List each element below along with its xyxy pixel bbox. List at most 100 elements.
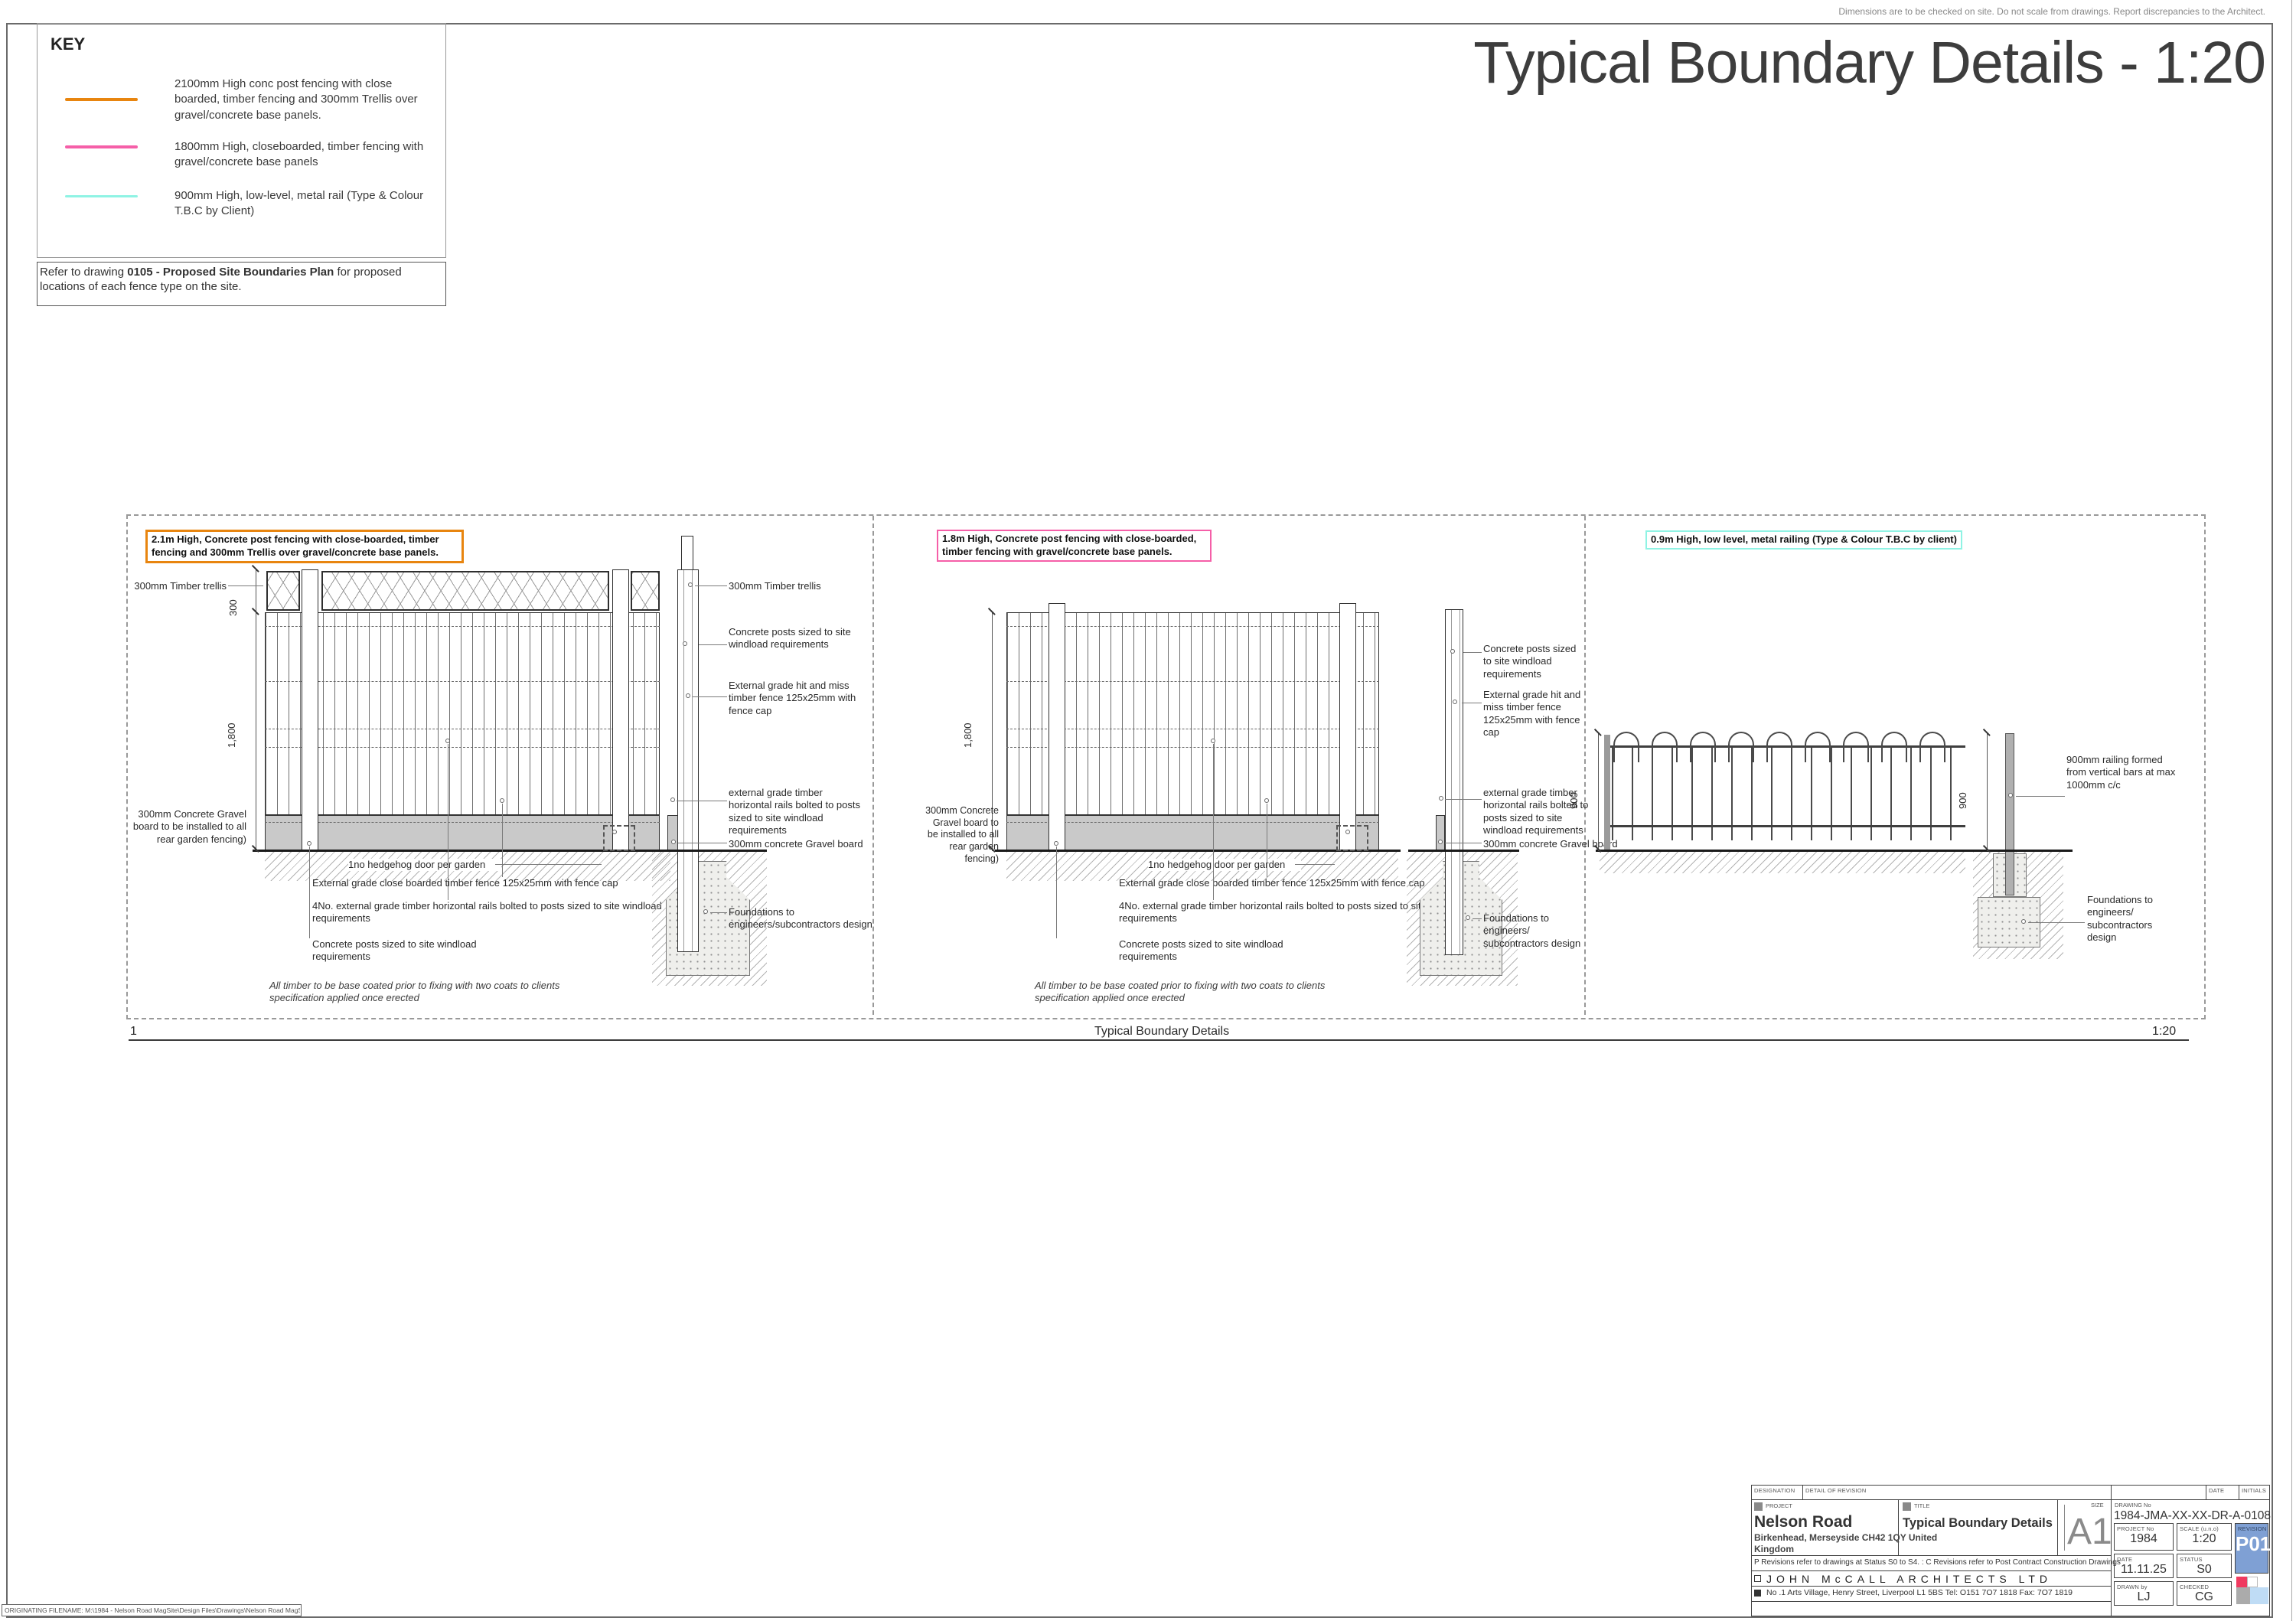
- jma-logo-gray-square: [2236, 1587, 2250, 1604]
- detail3-label-foundations: Foundations to engineers/ subcontractors…: [2087, 894, 2154, 943]
- leader-marker: [686, 693, 690, 698]
- detail2-label-hedgehog: 1no hedgehog door per garden: [1148, 859, 1301, 872]
- detail1-label-posts-right: Concrete posts sized to site windload re…: [729, 626, 851, 651]
- drawn-value: LJ: [2137, 1590, 2151, 1603]
- detail3-bottom-rail: [1607, 825, 1965, 827]
- detail1-label-trellis-right: 300mm Timber trellis: [729, 580, 821, 592]
- titleblock-initials-cell: INITIALS: [2239, 1485, 2270, 1500]
- size-label: SIZE: [2091, 1502, 2104, 1508]
- leader-line: [309, 846, 310, 938]
- leader-marker: [1439, 796, 1443, 801]
- title-label: TITLE: [1914, 1502, 1930, 1509]
- drawing-area-frame: [126, 514, 2206, 1019]
- titleblock-divider: [1898, 1500, 1899, 1555]
- detail3-dim-right: 900: [1957, 792, 1968, 809]
- detail2-concrete-post: [1339, 603, 1356, 851]
- leader-line: [502, 804, 503, 877]
- date-col-label: DATE: [2209, 1487, 2225, 1494]
- jma-logo: [2235, 1577, 2268, 1606]
- leader-marker: [445, 739, 450, 743]
- refer-note-drawing: 0105 - Proposed Site Boundaries Plan: [127, 266, 334, 279]
- date-box: DATE 11.11.25: [2114, 1554, 2174, 1578]
- detail1-section-ground: [652, 850, 767, 852]
- leader-marker: [1450, 649, 1455, 654]
- leader-marker: [2021, 919, 2026, 924]
- detail3-end-post: [1604, 735, 1610, 851]
- leader-marker: [1211, 739, 1215, 743]
- key-swatch-1800: [65, 145, 138, 148]
- railing-hoop: [1919, 732, 1945, 762]
- railing-hoop: [1843, 732, 1869, 762]
- refer-note-prefix: Refer to drawing: [40, 266, 128, 279]
- detail2-ground-line: [995, 850, 1401, 852]
- titleblock-date-cell: DATE: [2206, 1485, 2239, 1500]
- drawn-label: DRAWN by: [2117, 1583, 2148, 1590]
- firm-address: No .1 Arts Village, Henry Street, Liverp…: [1766, 1588, 2073, 1597]
- detail3-dim-left: 900: [1568, 792, 1580, 809]
- railing-hoop: [1766, 732, 1792, 762]
- detail1-section-gravel: [667, 815, 678, 850]
- disclaimer: Dimensions are to be checked on site. Do…: [1838, 6, 2265, 17]
- detail1-label-closeboard: External grade close boarded timber fenc…: [312, 877, 618, 889]
- railing-hoop: [1613, 732, 1639, 762]
- detail2-hedgehog-door: [1336, 825, 1368, 851]
- jma-logo-white-square: [2247, 1577, 2258, 1587]
- detail-of-revision-label: DETAIL OF REVISION: [1805, 1487, 1867, 1494]
- titleblock-rule: [1751, 1586, 2111, 1587]
- revision-box: REVISION P01: [2235, 1523, 2271, 1574]
- leader-marker: [703, 909, 708, 914]
- status-value: S0: [2197, 1563, 2212, 1576]
- scale-label: SCALE (u.n.o): [2180, 1525, 2219, 1532]
- project-no-label: PROJECT No: [2117, 1525, 2154, 1532]
- detail1-trellis-panel-main: [321, 571, 609, 611]
- scale-box: SCALE (u.n.o) 1:20: [2177, 1523, 2232, 1551]
- detail2-dim-line: [992, 612, 993, 851]
- detail3-railing-bars: [1612, 747, 1964, 840]
- detail3-dim-line-left: [1598, 733, 1599, 851]
- detail1-concrete-post: [302, 569, 318, 851]
- detail3-ground-hatch: [1600, 852, 1965, 873]
- initials-col-label: INITIALS: [2242, 1487, 2267, 1494]
- detail1-section-post: [677, 569, 699, 952]
- revision-label: REVISION: [2238, 1525, 2267, 1532]
- leader-line: [1473, 918, 1482, 919]
- project-no: 1984: [2130, 1532, 2157, 1545]
- detail3-header: 0.9m High, low level, metal railing (Typ…: [1645, 530, 1962, 550]
- title-icon: [1903, 1502, 1911, 1511]
- detail1-label-hedgehog: 1no hedgehog door per garden: [348, 859, 501, 872]
- refer-note-suffix: for proposed locations of each fence typ…: [40, 266, 402, 293]
- checked-box: CHECKED CG: [2177, 1581, 2232, 1606]
- refer-note-box: [37, 262, 446, 306]
- railing-hoop: [1881, 732, 1907, 762]
- titleblock-rule: [1751, 1601, 2111, 1602]
- leader-line: [695, 585, 727, 586]
- detail2-dim-fence: 1,800: [962, 722, 974, 748]
- drawing-no: 1984-JMA-XX-XX-DR-A-0108: [2114, 1509, 2272, 1522]
- view-number: 1: [130, 1025, 137, 1038]
- firm-name: JOHN McCALL ARCHITECTS LTD: [1766, 1573, 2053, 1585]
- detail1-trellis-panel-left: [266, 571, 300, 611]
- detail-separator-2: [1584, 516, 1586, 1015]
- project-no-box: PROJECT No 1984: [2114, 1523, 2174, 1551]
- detail1-section-trellis-stub: [681, 536, 693, 571]
- status-label: STATUS: [2180, 1556, 2203, 1563]
- detail2-section-ground: [1408, 850, 1519, 852]
- detail2-label-gravel-right: 300mm concrete Gravel board: [1483, 838, 1618, 850]
- designation-label: DESIGNATION: [1754, 1487, 1795, 1494]
- detail1-ground-line: [253, 850, 672, 852]
- titleblock-rule: [1751, 1555, 2111, 1556]
- size-divider: [2064, 1505, 2065, 1551]
- leader-marker: [307, 841, 311, 846]
- detail2-label-posts-bottom: Concrete posts sized to site windload re…: [1119, 938, 1283, 963]
- detail1-closeboard-panel: [265, 612, 660, 815]
- detail1-rail-line: [265, 747, 660, 748]
- detail2-rail-line: [1006, 626, 1379, 627]
- detail2-label-posts-right: Concrete posts sized to site windload re…: [1483, 643, 1577, 680]
- railing-hoop: [1805, 732, 1831, 762]
- detail2-rail-line: [1006, 681, 1379, 682]
- leader-line: [495, 864, 602, 865]
- key-swatch-900: [65, 195, 138, 197]
- leader-marker: [670, 797, 675, 802]
- detail2-section-gravel: [1436, 815, 1445, 850]
- view-label: Typical Boundary Details: [1094, 1025, 1230, 1038]
